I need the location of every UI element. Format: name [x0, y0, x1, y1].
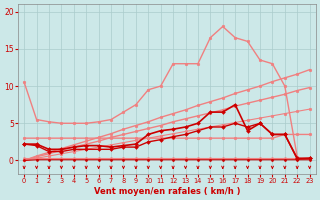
X-axis label: Vent moyen/en rafales ( km/h ): Vent moyen/en rafales ( km/h ): [94, 187, 240, 196]
